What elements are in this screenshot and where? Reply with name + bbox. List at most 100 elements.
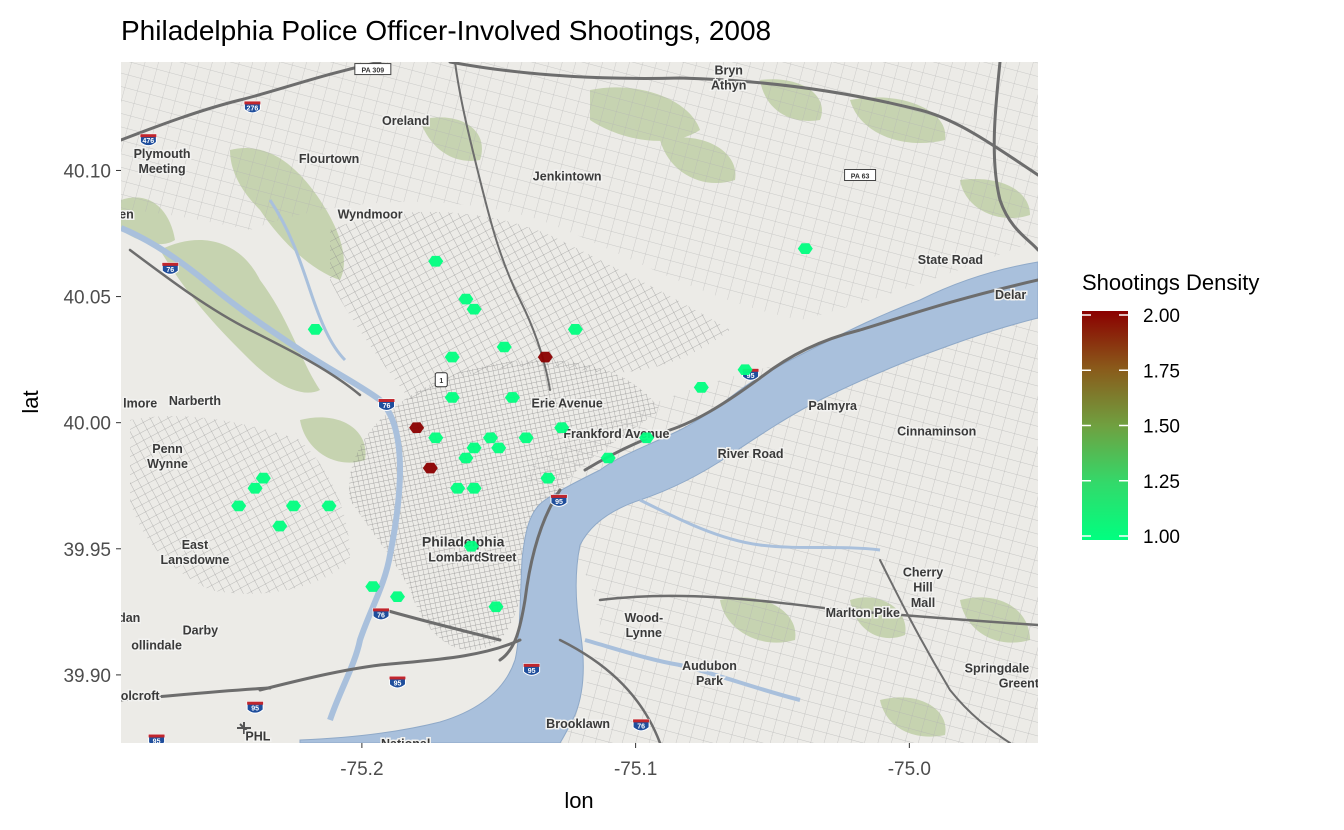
northwest-street-grid: [121, 62, 1038, 320]
place-label: River Road: [718, 447, 784, 461]
shooting-point: [483, 432, 498, 444]
shooting-point: [540, 472, 556, 484]
shooting-point: [428, 255, 444, 267]
y-tick-label: 39.90: [63, 666, 111, 687]
shooting-point: [255, 472, 271, 484]
shield-label: 95: [153, 738, 161, 745]
shooting-point: [247, 482, 263, 494]
place-label: Narberth: [169, 394, 221, 408]
interstate-shield-icon: 76: [378, 398, 396, 412]
legend: Shootings Density 2.00 1.75 1.50 1.25 1.00: [1082, 270, 1259, 548]
place-label: Lansdowne: [161, 553, 230, 567]
place-label: dan: [118, 611, 140, 625]
wissahickon-creek: [268, 199, 347, 362]
place-label: Wood-: [624, 611, 663, 625]
shield-label: 76: [637, 723, 645, 730]
shooting-point: [444, 351, 460, 363]
place-label: Meeting: [138, 162, 185, 176]
shooting-point: [504, 392, 520, 403]
place-label: State Road: [918, 253, 983, 267]
shooting-point: [600, 452, 616, 464]
place-label: Athyn: [711, 79, 746, 93]
y-tick-label: 40.10: [63, 161, 111, 182]
place-label: Frankford Avenue: [563, 427, 669, 441]
place-label: Lynne: [626, 626, 662, 640]
interstate-shield-icon: 476: [139, 133, 157, 147]
interstate-shield-icon: 95: [523, 663, 541, 676]
place-label: Brooklawn: [546, 717, 610, 731]
place-label: en: [119, 207, 134, 221]
place-label: Plymouth: [134, 147, 191, 161]
place-label: Park: [696, 674, 723, 688]
shooting-point: [496, 341, 512, 353]
x-tick-label: -75.0: [888, 759, 931, 780]
shooting-point: [444, 392, 460, 403]
us-shield-icon: 1: [434, 372, 448, 388]
shooting-point: [286, 500, 301, 512]
shooting-point: [390, 591, 405, 602]
delaware-river: [299, 261, 1038, 743]
city-street-grid: [349, 360, 660, 650]
interstate-shield-icon: 76: [632, 718, 650, 732]
shield-label: 95: [251, 706, 259, 713]
place-label: Palmyra: [808, 399, 858, 413]
y-tick-label: 40.00: [63, 414, 111, 435]
interstate-shield-icon: 95: [550, 494, 568, 507]
shooting-point: [463, 540, 479, 552]
place-label: Cinnaminson: [897, 424, 976, 438]
shooting-point: [567, 324, 583, 335]
place-label: Greent: [999, 677, 1040, 691]
place-label: Wyndmoor: [338, 207, 403, 221]
legend-tick-label: 1.50: [1143, 417, 1180, 438]
x-axis-label: lon: [564, 788, 593, 813]
shooting-point: [365, 581, 381, 592]
place-label: Oreland: [382, 114, 429, 128]
place-label: National: [381, 737, 430, 751]
shield-label: 276: [247, 105, 259, 112]
shooting-point: [450, 482, 466, 494]
interstate-shield-icon: 276: [243, 100, 261, 114]
place-label: Wynne: [147, 457, 188, 471]
shooting-point: [488, 601, 504, 613]
route-shield-icon: PA 309: [354, 63, 392, 76]
shield-label: 76: [166, 267, 174, 274]
place-label: Flourtown: [299, 152, 359, 166]
shooting-point: [537, 351, 553, 363]
nj-street-grid: [520, 300, 1038, 743]
place-label: Audubon: [682, 659, 737, 673]
shooting-point: [737, 364, 753, 375]
place-label: Lombard: [428, 550, 481, 564]
interstate-shield-icon: 95: [148, 733, 166, 745]
y-tick-label: 40.05: [63, 288, 111, 309]
shield-label: 1: [439, 378, 443, 385]
airport-icon: [237, 722, 251, 734]
cooper-river: [584, 638, 801, 702]
shield-label: 76: [383, 403, 391, 410]
y-axis-ticks: 39.90 39.95 40.00 40.05 40.10: [63, 161, 121, 687]
place-label: Mall: [911, 596, 935, 610]
legend-title: Shootings Density: [1082, 270, 1259, 295]
shooting-point: [639, 432, 655, 444]
route-shield-icon: PA 63: [844, 169, 877, 181]
y-tick-label: 39.95: [63, 540, 111, 561]
place-label: PHL: [245, 729, 270, 743]
place-label: Erie Avenue: [532, 397, 603, 411]
place-label: Hill: [913, 581, 932, 595]
place-label: Darby: [183, 624, 218, 638]
shooting-point: [272, 520, 288, 532]
place-label: Penn: [152, 442, 183, 456]
shooting-point: [307, 324, 323, 335]
interstate-shield-icon: 95: [388, 675, 406, 689]
legend-tick-label: 1.00: [1143, 527, 1180, 548]
place-label: ollindale: [131, 639, 182, 653]
shooting-point: [693, 382, 709, 393]
legend-tick-label: 1.75: [1143, 361, 1180, 382]
shield-label: 95: [394, 680, 402, 687]
route-shields: 476 276 76 76 76 76 95 95 95 95 95 95 1 PA 309 PA 63: [139, 63, 877, 745]
shooting-point: [554, 422, 570, 433]
shooting-point: [321, 500, 337, 512]
legend-tick-label: 2.00: [1143, 306, 1180, 327]
shield-label: 95: [555, 499, 563, 506]
